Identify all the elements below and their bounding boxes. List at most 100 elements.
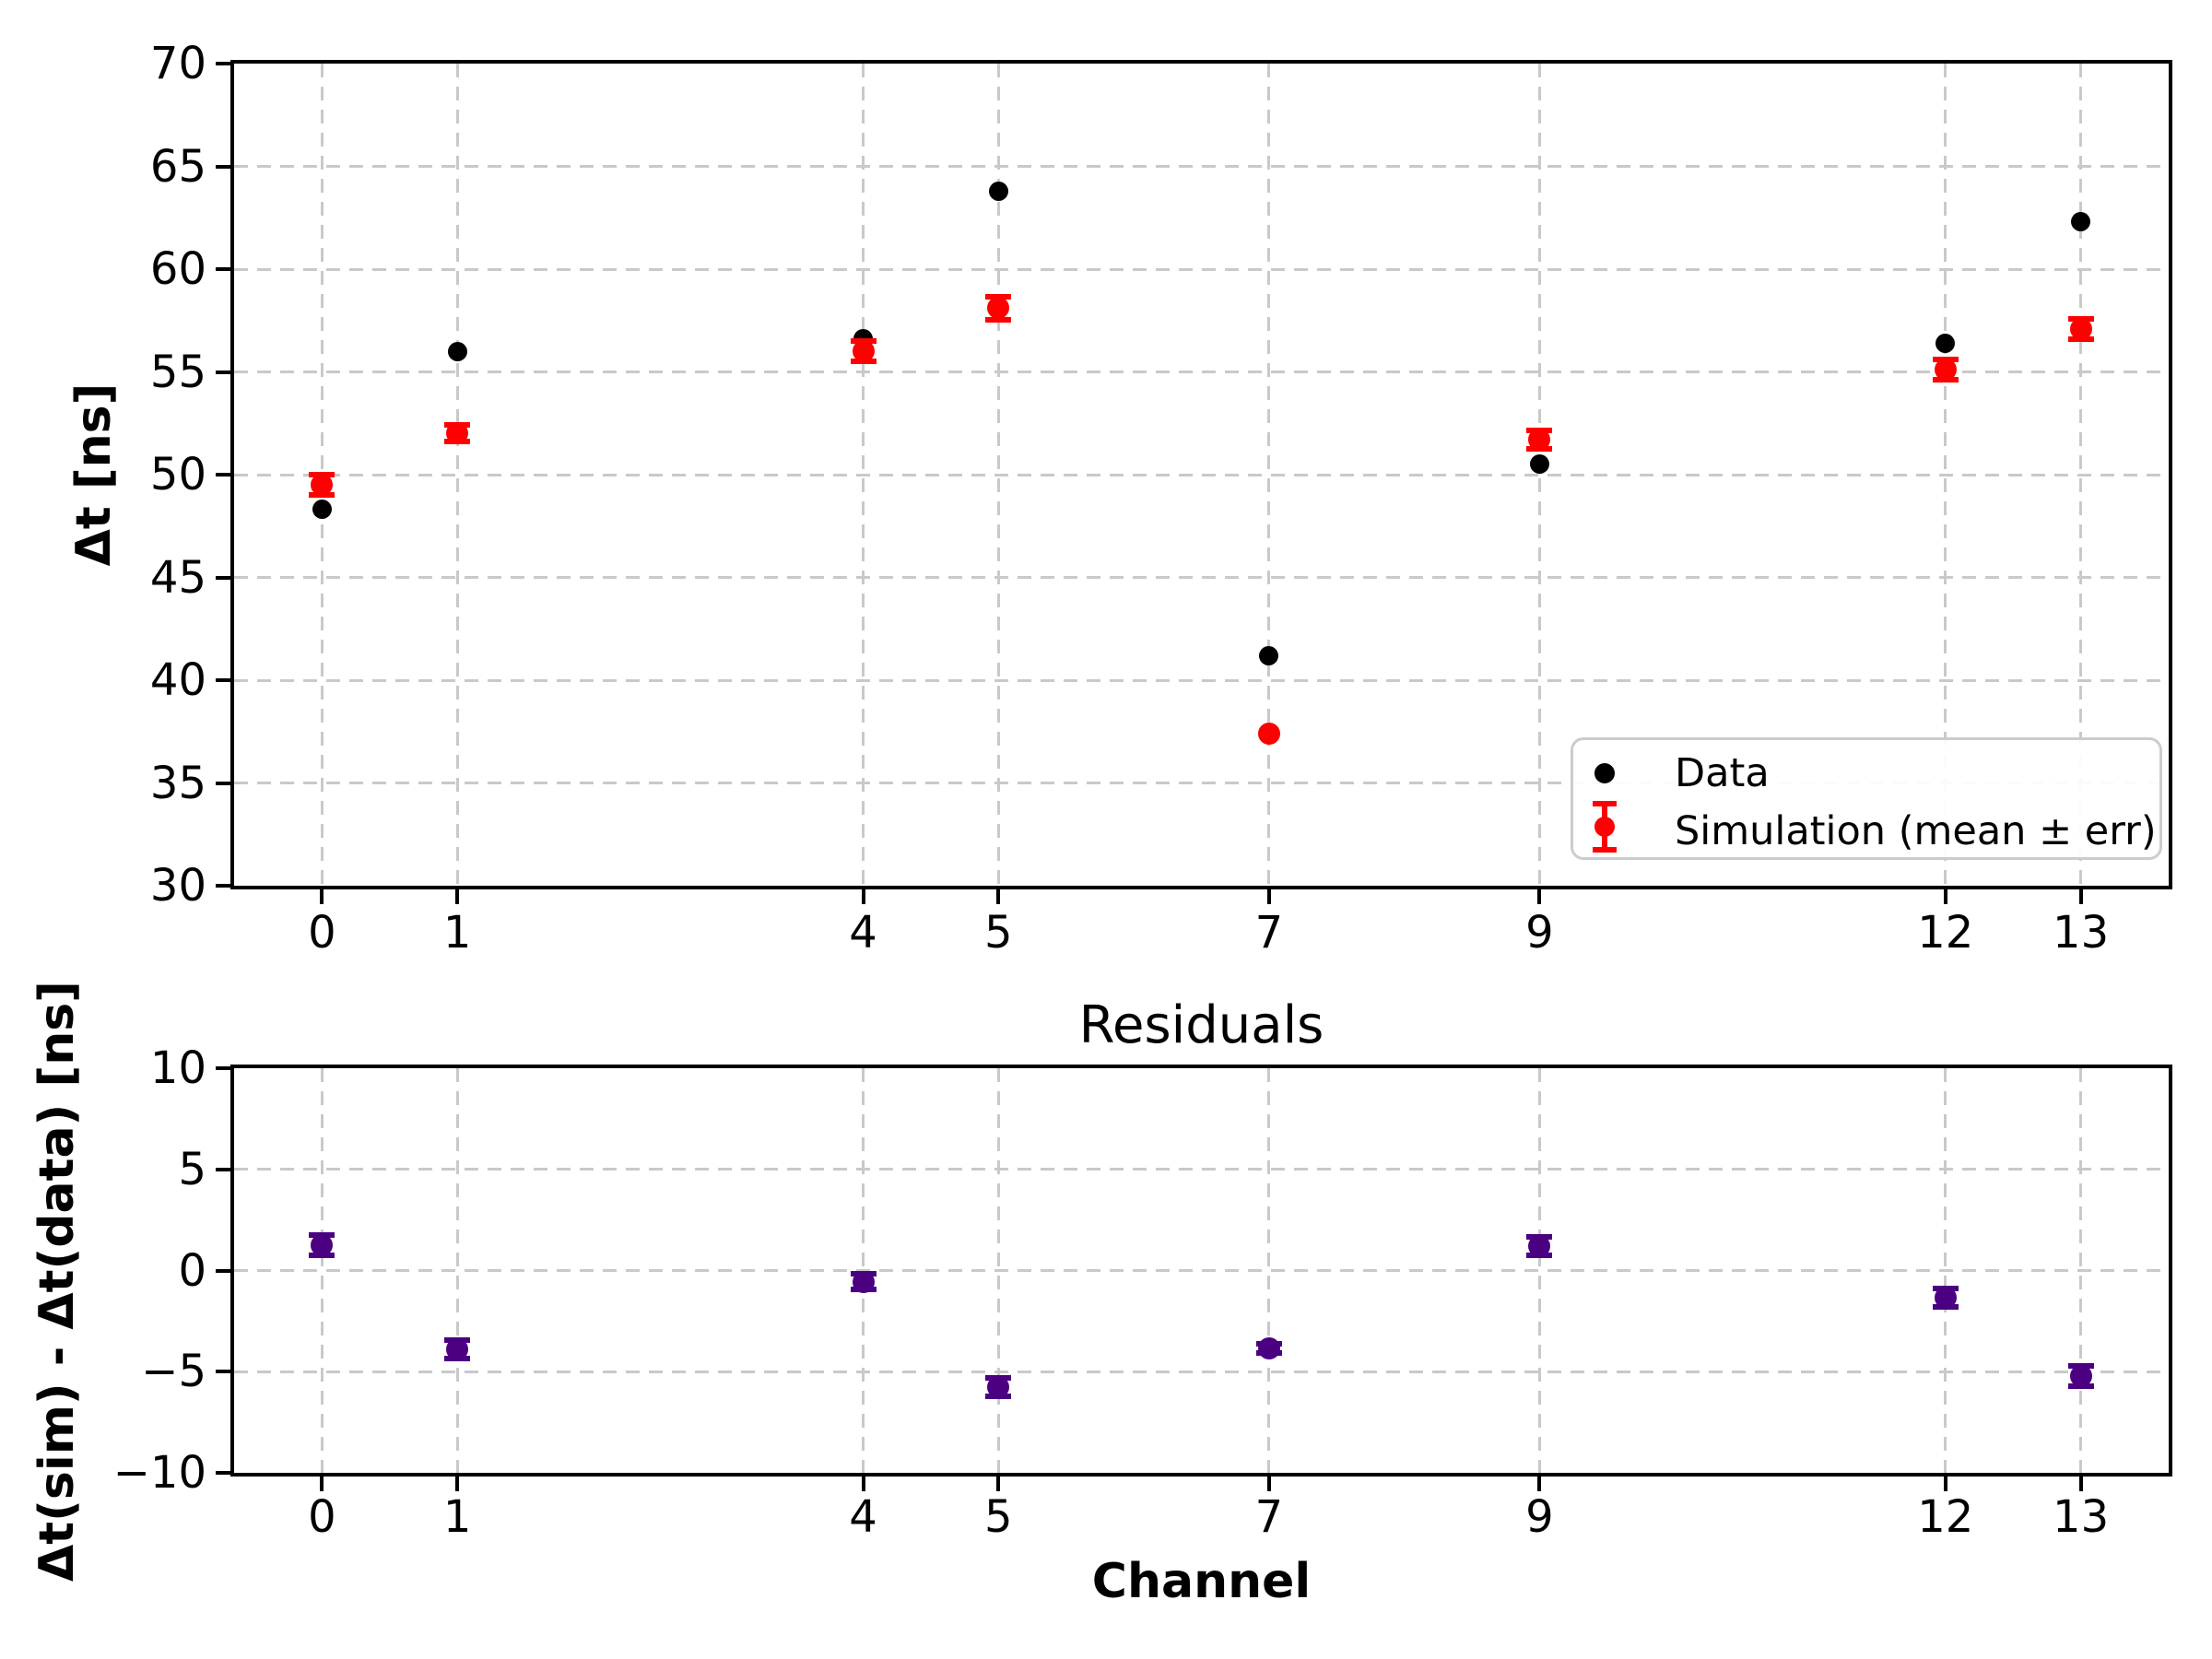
data-point <box>1936 333 1956 353</box>
x-tick-label: 5 <box>984 1491 1013 1543</box>
legend-label-data: Data <box>1675 750 1770 796</box>
y-tick-label: 55 <box>149 346 206 398</box>
gridline-vertical <box>1944 64 1947 886</box>
data-dot-marker-icon <box>1594 763 1615 783</box>
y-tick-label: 0 <box>178 1244 206 1297</box>
data-point <box>446 422 469 445</box>
x-tick-label: 7 <box>1254 1491 1284 1543</box>
gridline-vertical <box>2079 64 2083 886</box>
x-tick-mark <box>1943 889 1947 904</box>
gridline-vertical <box>1267 64 1271 886</box>
data-point <box>2071 212 2091 232</box>
gridline-vertical <box>1537 1068 1541 1473</box>
gridline-vertical <box>996 64 1000 886</box>
x-tick-mark <box>2078 889 2083 904</box>
data-point <box>2069 1364 2092 1387</box>
y-tick-mark <box>216 164 230 169</box>
data-point <box>1259 645 1279 665</box>
y-tick-mark <box>216 1066 230 1070</box>
gridline-horizontal <box>234 1370 2169 1373</box>
data-point <box>1257 1337 1280 1359</box>
y-tick-mark <box>216 1268 230 1273</box>
y-tick-label: 35 <box>149 757 206 809</box>
x-tick-mark <box>2078 1477 2083 1491</box>
x-tick-label: 13 <box>2053 907 2110 959</box>
y-tick-label: 10 <box>149 1042 206 1094</box>
x-tick-label: 13 <box>2053 1491 2110 1543</box>
y-tick-label: 45 <box>149 551 206 604</box>
gridline-horizontal <box>234 576 2169 579</box>
x-tick-label: 0 <box>308 907 336 959</box>
y-tick-mark <box>216 62 230 65</box>
x-tick-mark <box>1537 889 1542 904</box>
gridline-vertical <box>320 1068 324 1473</box>
data-point <box>852 1270 875 1293</box>
gridline-horizontal <box>234 1168 2169 1171</box>
gridline-vertical <box>1537 64 1541 886</box>
data-point <box>1934 359 1957 382</box>
y-tick-mark <box>216 370 230 374</box>
data-point <box>1528 429 1551 452</box>
y-tick-label: −5 <box>141 1346 206 1398</box>
y-tick-mark <box>216 575 230 580</box>
data-point <box>987 297 1010 320</box>
x-tick-mark <box>1266 889 1271 904</box>
bottom-plot-area <box>230 1065 2172 1477</box>
gridline-horizontal <box>234 371 2169 373</box>
gridline-vertical <box>1267 1068 1271 1473</box>
x-axis-label: Channel <box>1091 1554 1312 1609</box>
x-tick-mark <box>861 889 865 904</box>
x-tick-mark <box>861 1477 865 1491</box>
gridline-vertical <box>862 64 865 886</box>
x-tick-mark <box>996 1477 1001 1491</box>
gridline-vertical <box>455 64 459 886</box>
gridline-horizontal <box>234 165 2169 168</box>
data-point <box>1257 722 1280 745</box>
y-tick-mark <box>216 267 230 271</box>
y-tick-label: 70 <box>149 38 206 89</box>
gridline-vertical <box>2079 1068 2083 1473</box>
error-bar-cap <box>985 294 1012 300</box>
y-tick-label: 30 <box>149 860 206 912</box>
data-point <box>312 500 332 520</box>
x-tick-mark <box>455 889 460 904</box>
x-tick-mark <box>1537 1477 1542 1491</box>
x-tick-label: 1 <box>442 907 472 959</box>
data-point <box>1528 1235 1551 1258</box>
x-tick-label: 0 <box>308 1491 336 1543</box>
legend: Data Simulation (mean ± err) <box>1571 737 2162 860</box>
gridline-horizontal <box>234 1269 2169 1272</box>
data-point <box>311 1234 334 1257</box>
x-tick-mark <box>320 889 324 904</box>
data-point <box>2069 317 2092 340</box>
legend-label-simulation: Simulation (mean ± err) <box>1675 808 2157 854</box>
gridline-vertical <box>1944 1068 1947 1473</box>
data-point <box>447 341 467 361</box>
x-tick-label: 9 <box>1525 1491 1554 1543</box>
x-tick-label: 12 <box>1917 907 1974 959</box>
gridline-vertical <box>862 1068 865 1473</box>
simulation-errorbar-marker-icon <box>1593 801 1617 853</box>
y-tick-mark <box>216 884 230 888</box>
data-point <box>852 340 875 363</box>
y-tick-label: 5 <box>178 1143 206 1195</box>
data-point <box>1529 454 1549 475</box>
x-tick-label: 1 <box>442 1491 472 1543</box>
x-tick-label: 4 <box>849 907 877 959</box>
y-tick-mark <box>216 781 230 785</box>
gridline-vertical <box>455 1068 459 1473</box>
data-point <box>446 1338 469 1361</box>
x-tick-mark <box>320 1477 324 1491</box>
x-tick-mark <box>1266 1477 1271 1491</box>
x-tick-label: 4 <box>849 1491 877 1543</box>
x-tick-mark <box>1943 1477 1947 1491</box>
residuals-title: Residuals <box>1078 995 1324 1055</box>
data-point <box>987 1375 1010 1398</box>
gridline-horizontal <box>234 473 2169 477</box>
y-tick-mark <box>216 473 230 477</box>
data-point <box>1934 1287 1957 1310</box>
x-tick-label: 9 <box>1525 907 1554 959</box>
y-tick-mark <box>216 1471 230 1475</box>
y-tick-label: 40 <box>149 654 206 706</box>
